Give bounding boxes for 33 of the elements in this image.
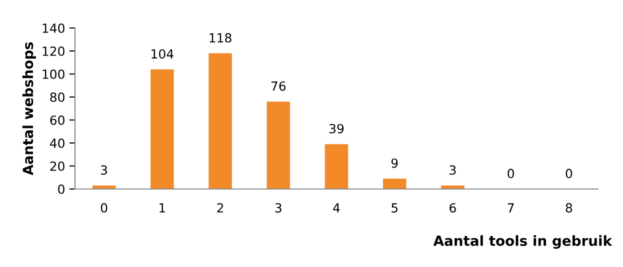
data-label: 118: [210, 33, 232, 43]
data-label: 3: [450, 165, 456, 175]
y-tick-label: 80: [50, 92, 64, 102]
y-tick-label: 140: [42, 23, 64, 33]
data-label: 0: [508, 168, 514, 178]
x-tick-label: 7: [508, 203, 514, 212]
y-axis-title: Aantal webshops: [22, 42, 36, 176]
x-tick-label: 3: [275, 203, 282, 213]
x-tick-label: 0: [100, 203, 108, 213]
x-tick-label: 5: [392, 203, 398, 213]
x-tick-label: 8: [566, 203, 572, 213]
bar: [382, 178, 406, 189]
data-label: 3: [101, 165, 108, 175]
x-tick-label: 2: [217, 203, 223, 212]
x-tick-label: 4: [333, 203, 340, 212]
bar: [150, 69, 174, 189]
x-axis-title: Aantal tools in gebruik: [433, 235, 612, 249]
data-label: 39: [330, 124, 344, 134]
bar: [324, 144, 348, 189]
data-label: 104: [152, 49, 174, 59]
x-tick-label: 6: [450, 203, 456, 213]
y-tick-label: 20: [50, 161, 64, 171]
bar: [266, 102, 290, 189]
y-tick-label: 60: [50, 115, 64, 125]
y-tick-label: 0: [58, 184, 64, 194]
y-tick-label: 120: [42, 46, 64, 56]
data-label: 9: [391, 158, 398, 168]
y-tick-label: 40: [50, 138, 64, 148]
y-tick-label: 100: [42, 69, 64, 79]
x-tick-label: 1: [160, 203, 165, 212]
data-label: 76: [271, 81, 286, 91]
bar: [208, 53, 232, 189]
data-label: 0: [566, 168, 572, 178]
